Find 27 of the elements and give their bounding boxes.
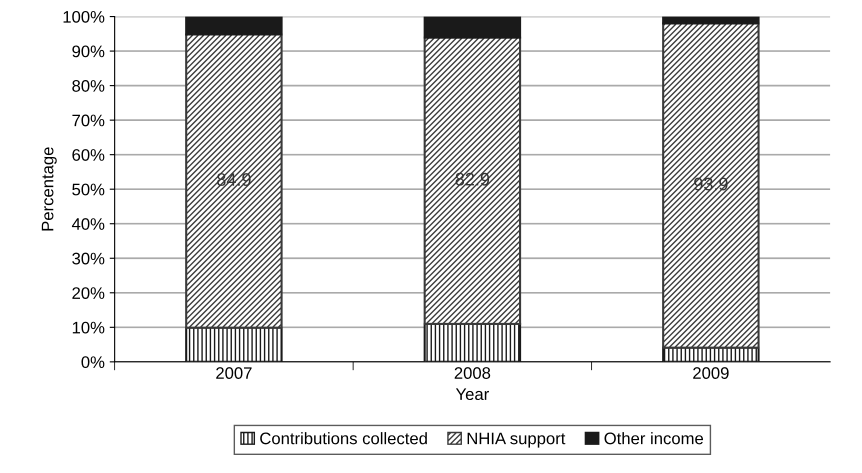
y-tick-label: 100% [64, 10, 104, 23]
bar [424, 36, 522, 325]
bar [424, 16, 522, 39]
y-tick-label: 10% [72, 322, 104, 334]
y-tick-label: 0% [81, 356, 104, 368]
y-tick-label: 40% [72, 218, 104, 230]
bar [424, 322, 522, 362]
bar [185, 326, 283, 362]
bar [185, 16, 283, 36]
y-tick-label: 80% [72, 80, 104, 92]
x-tick-label: 2009 [693, 367, 729, 379]
y-tick-label: 70% [72, 114, 104, 126]
legend-label: Other income [604, 432, 704, 444]
y-tick-label: 90% [72, 45, 104, 58]
y-tick-label: 50% [72, 184, 104, 196]
x-axis-title: Year [456, 388, 489, 400]
x-tick-label: 2008 [454, 367, 490, 379]
bar [662, 16, 760, 25]
bar [185, 33, 283, 329]
y-tick-label: 60% [72, 149, 104, 161]
legend-label: NHIA support [468, 432, 566, 448]
y-tick-label: 20% [72, 287, 104, 299]
bar [662, 22, 760, 349]
y-tick-label: 30% [72, 252, 104, 264]
y-axis-title: Percentage [42, 147, 57, 230]
legend-label: Contributions collected [260, 432, 427, 444]
x-tick-label: 2007 [216, 367, 252, 379]
